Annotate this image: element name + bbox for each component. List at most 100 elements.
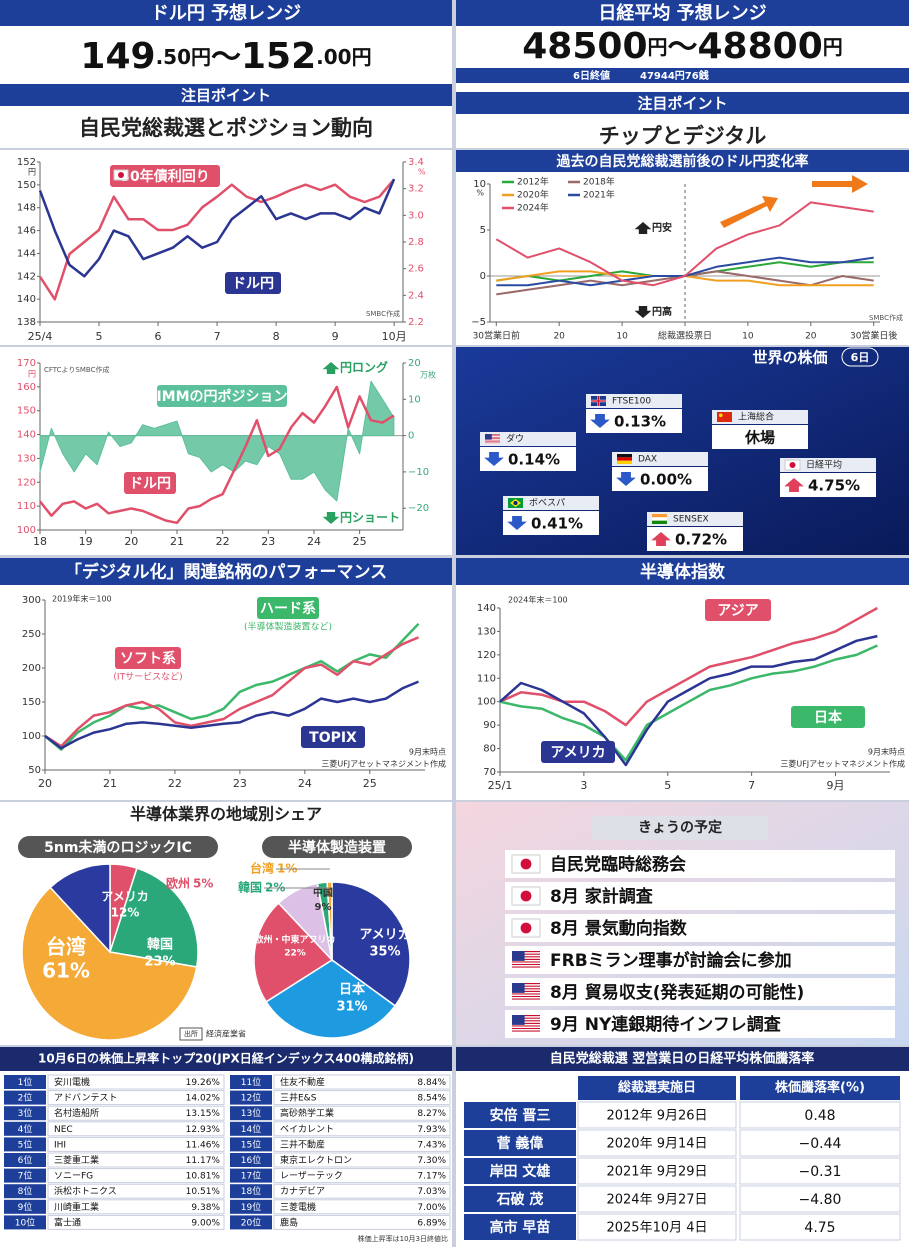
series-label: アジア xyxy=(717,603,758,619)
legend-label: 2018年 xyxy=(583,176,615,188)
flag-part xyxy=(512,963,540,966)
flag-part xyxy=(652,520,667,524)
stock-name: 名村造船所 xyxy=(54,1107,99,1119)
cell xyxy=(273,1214,451,1230)
table-title: 10月6日の株価上昇率トップ20(JPX日経インデックス400構成銘柄) xyxy=(38,1051,414,1066)
y-tick-label: 300 xyxy=(22,595,41,606)
line xyxy=(44,680,419,750)
y-tick-label: 130 xyxy=(477,626,496,637)
slice-label: 韓国 xyxy=(147,937,173,953)
flag-part xyxy=(652,514,667,518)
pm-name: 岸田 文雄 xyxy=(490,1163,551,1180)
schedule-text: 8月 家計調査 xyxy=(550,886,654,907)
subtitle-pill xyxy=(262,836,412,858)
slice-label: アメリカ xyxy=(101,890,148,904)
range-part: 48500 xyxy=(522,26,647,67)
y-tick-label: −20 xyxy=(408,503,429,514)
arrow-icon xyxy=(322,512,340,524)
slice-label: 日本 xyxy=(339,982,365,998)
rank-cell xyxy=(230,1090,272,1105)
flag-part xyxy=(512,1016,540,1018)
stock-name: ベイカレント xyxy=(280,1124,334,1135)
header-cell xyxy=(578,1076,736,1100)
x-tick-label: 22 xyxy=(168,777,182,790)
flag-part xyxy=(520,922,532,934)
line xyxy=(499,644,878,762)
rank: 8位 xyxy=(18,1185,33,1197)
chart-title: 過去の自民党総裁選前後のドル円変化率 xyxy=(556,153,809,170)
stock-change: 14.02% xyxy=(186,1094,221,1104)
y-tick-label: 200 xyxy=(22,663,41,674)
schedule-text: 8月 景気動向指数 xyxy=(550,918,688,939)
market-change: 0.41% xyxy=(531,515,583,533)
rank: 17位 xyxy=(241,1170,261,1182)
y-tick-label: 0 xyxy=(408,431,414,442)
flag-part xyxy=(512,951,540,953)
name-cell xyxy=(464,1130,576,1156)
line xyxy=(38,178,396,301)
flag-icon xyxy=(717,412,732,422)
flag-icon xyxy=(512,983,540,1001)
x-tick-label: 18 xyxy=(33,535,47,548)
stock-change: 10.51% xyxy=(186,1187,221,1197)
stock-change: 7.93% xyxy=(417,1125,446,1135)
stock-name: IHI xyxy=(54,1140,66,1150)
slice-value: 22% xyxy=(284,949,306,959)
flag-part xyxy=(512,951,525,961)
header-band xyxy=(456,92,909,114)
name-cell xyxy=(464,1186,576,1212)
rank-cell xyxy=(230,1121,272,1136)
y-tick-label: 160 xyxy=(17,382,36,393)
panel xyxy=(0,558,452,800)
pie-slice xyxy=(326,881,333,961)
slice-label: 欧州・中東アフリカ xyxy=(254,934,335,946)
y-tick-label: 3.4 xyxy=(408,157,424,168)
flag-part xyxy=(113,169,129,181)
flag-part xyxy=(485,441,500,443)
annotation: 円安 xyxy=(652,221,672,234)
flag-part xyxy=(512,958,540,960)
cell xyxy=(47,1183,225,1199)
rank: 1位 xyxy=(18,1076,33,1088)
flag-part xyxy=(513,501,518,505)
slice-label: アメリカ xyxy=(359,928,410,943)
stock-name: 安川電機 xyxy=(54,1076,90,1088)
flag-part xyxy=(512,983,540,985)
x-tick-label: 総裁選投票日 xyxy=(658,330,712,342)
rank-cell xyxy=(4,1090,46,1105)
header-title: 日経平均 予想レンジ xyxy=(598,2,766,24)
rank: 6位 xyxy=(18,1154,33,1166)
rank: 13位 xyxy=(241,1107,261,1119)
arrow-icon xyxy=(784,478,804,492)
table-title: 自民党総裁選 翌営業日の日経平均株価騰落率 xyxy=(550,1051,815,1067)
y-tick-label: 100 xyxy=(477,697,496,708)
cell xyxy=(577,1157,737,1185)
nikkei-change: 4.75 xyxy=(804,1220,835,1236)
note: 2024年末＝100 xyxy=(508,595,568,605)
date-box xyxy=(841,347,879,367)
x-tick-label: 20 xyxy=(805,332,817,342)
cell xyxy=(577,1213,737,1241)
flag-part xyxy=(512,1031,540,1033)
cell xyxy=(273,1152,451,1168)
cell xyxy=(47,1136,225,1152)
cell xyxy=(273,1168,451,1184)
y-tick-label: 2.4 xyxy=(408,290,424,301)
series-label: ハード系 xyxy=(260,600,316,617)
arrow-icon xyxy=(507,516,527,530)
cell xyxy=(273,1090,451,1106)
pie-slice xyxy=(109,867,199,968)
column-header: 総裁選実施日 xyxy=(618,1080,696,1096)
y-tick-label: 5 xyxy=(480,225,486,236)
arrow-icon xyxy=(322,362,340,374)
series-label-box xyxy=(791,706,865,728)
cell xyxy=(739,1185,901,1213)
flag-part xyxy=(512,965,540,967)
flag-part xyxy=(485,436,500,437)
y-tick-label: 2.2 xyxy=(408,317,424,328)
y-tick-label: 3.0 xyxy=(408,210,424,221)
market-name: FTSE100 xyxy=(612,397,651,407)
flag-icon xyxy=(784,459,801,471)
y-tick-label: 250 xyxy=(22,629,41,640)
y-tick-label: 146 xyxy=(17,226,36,237)
